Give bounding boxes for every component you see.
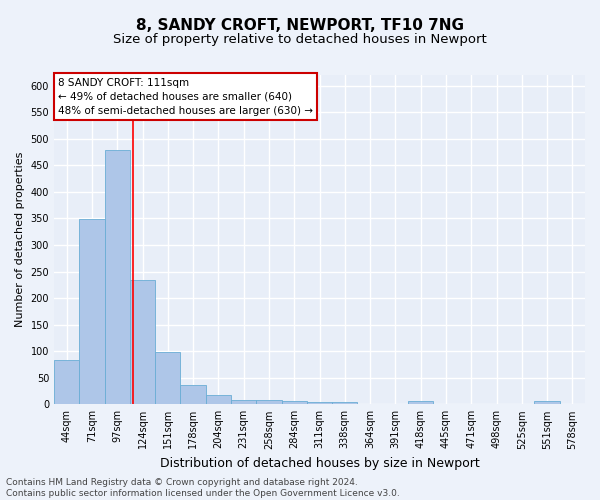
Bar [155,352,181,405]
Bar [181,384,206,404]
Bar [307,402,332,404]
Bar [256,400,281,404]
Text: 8 SANDY CROFT: 111sqm
← 49% of detached houses are smaller (640)
48% of semi-det: 8 SANDY CROFT: 111sqm ← 49% of detached … [58,78,313,116]
Text: Contains HM Land Registry data © Crown copyright and database right 2024.
Contai: Contains HM Land Registry data © Crown c… [6,478,400,498]
Text: 8, SANDY CROFT, NEWPORT, TF10 7NG: 8, SANDY CROFT, NEWPORT, TF10 7NG [136,18,464,32]
Bar [130,280,155,404]
X-axis label: Distribution of detached houses by size in Newport: Distribution of detached houses by size … [160,457,479,470]
Bar [332,402,358,404]
Bar [408,401,433,404]
Bar [79,220,104,404]
Bar [104,150,130,404]
Y-axis label: Number of detached properties: Number of detached properties [15,152,25,328]
Bar [54,360,79,405]
Bar [281,400,307,404]
Bar [231,400,256,404]
Bar [535,401,560,404]
Bar [206,394,231,404]
Text: Size of property relative to detached houses in Newport: Size of property relative to detached ho… [113,32,487,46]
